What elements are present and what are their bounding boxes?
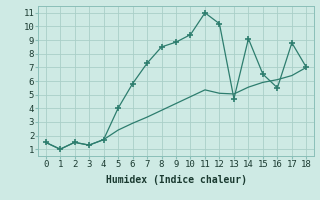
X-axis label: Humidex (Indice chaleur): Humidex (Indice chaleur) [106,175,246,185]
